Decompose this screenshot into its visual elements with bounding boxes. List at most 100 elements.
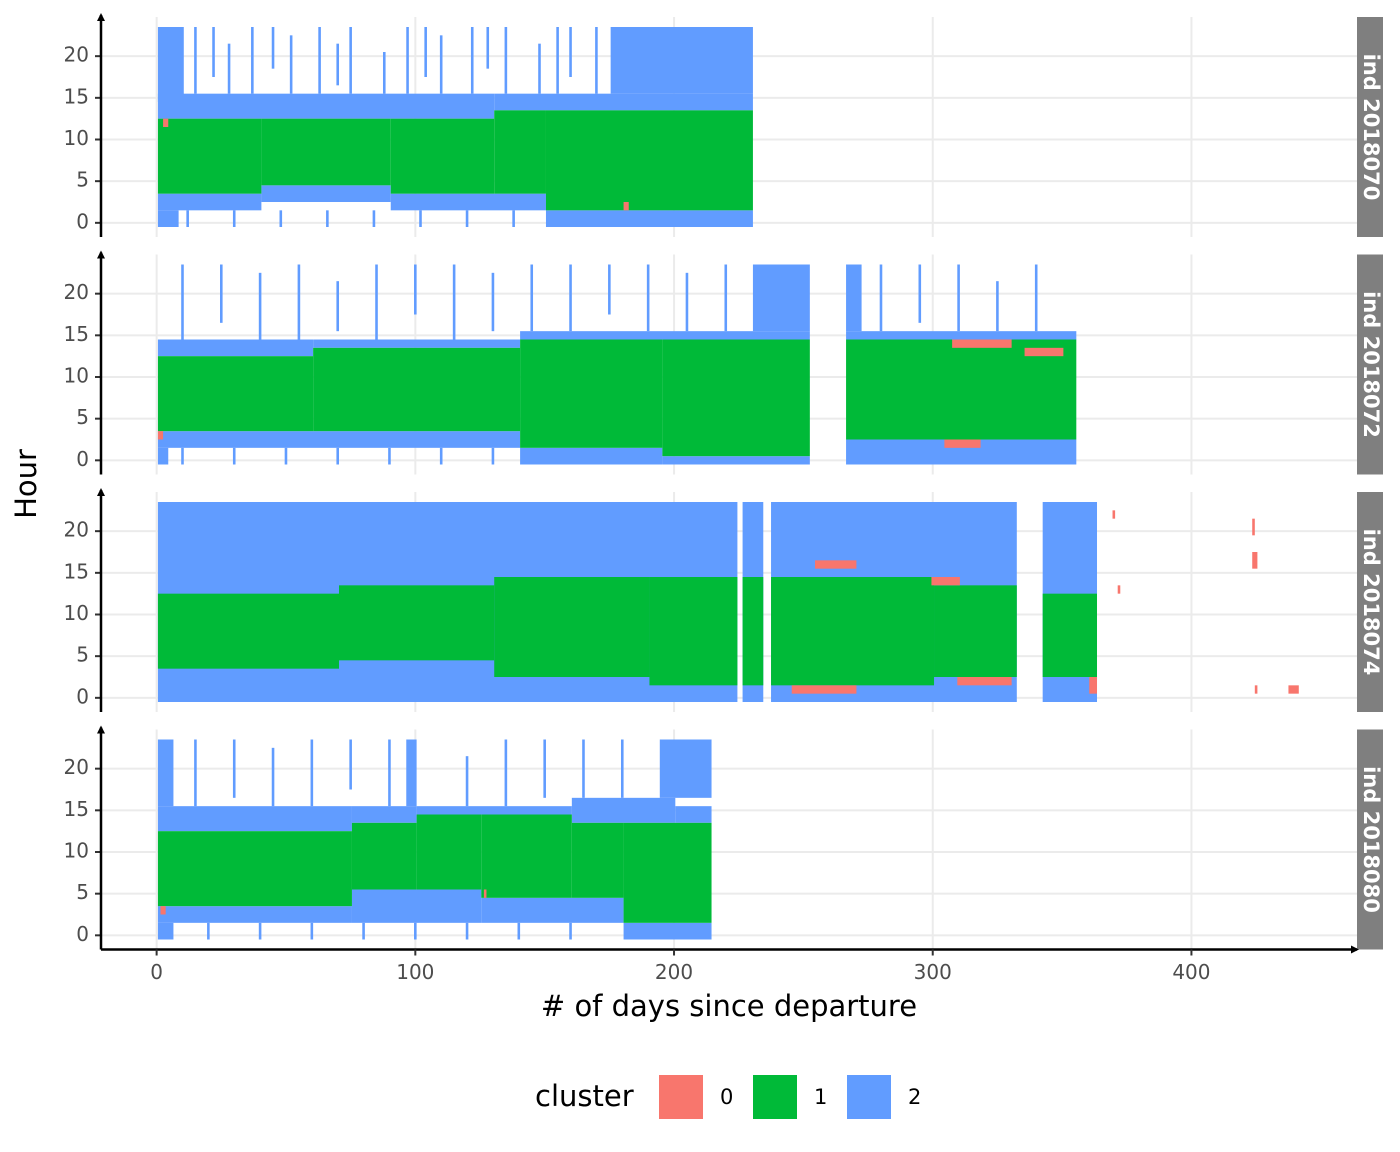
- tile: [569, 27, 572, 77]
- tile: [414, 922, 417, 940]
- tile: [662, 339, 810, 457]
- y-tick-label: 0: [76, 922, 89, 946]
- tile: [685, 272, 689, 332]
- tile: [530, 264, 534, 332]
- tile: [362, 922, 365, 940]
- tile: [934, 585, 1017, 677]
- tile: [289, 35, 293, 94]
- tile: [375, 264, 378, 340]
- tile: [649, 577, 738, 686]
- legend-key: [659, 1075, 703, 1119]
- tile: [271, 747, 275, 807]
- tile: [996, 281, 999, 332]
- tile: [390, 118, 495, 194]
- tile: [157, 431, 521, 448]
- tile: [931, 577, 960, 586]
- tile: [424, 27, 427, 77]
- tile: [846, 331, 1077, 340]
- x-tick-label: 300: [914, 960, 952, 984]
- facet-strip: [1357, 254, 1383, 475]
- tile: [571, 822, 624, 898]
- tile: [351, 822, 417, 890]
- tile: [918, 264, 922, 323]
- tile: [623, 922, 712, 940]
- y-tick-label: 10: [64, 601, 89, 625]
- tile: [157, 93, 495, 119]
- tile: [543, 739, 546, 798]
- tile: [486, 27, 490, 69]
- x-tick-label: 0: [150, 960, 163, 984]
- tile: [232, 739, 236, 798]
- tile: [157, 593, 340, 669]
- facet-strip: [1357, 17, 1383, 237]
- tile: [212, 27, 215, 77]
- tile: [349, 739, 352, 790]
- tile: [520, 339, 663, 448]
- tile: [791, 685, 857, 694]
- tile: [232, 210, 236, 227]
- tile: [157, 193, 262, 211]
- tile: [879, 264, 883, 332]
- tile: [623, 202, 629, 211]
- tile: [310, 922, 314, 940]
- tile: [752, 264, 810, 332]
- tile: [157, 922, 174, 940]
- tile: [157, 806, 352, 832]
- tile: [439, 35, 443, 94]
- tile: [538, 43, 541, 94]
- tile: [1024, 347, 1064, 357]
- tile: [1112, 510, 1116, 519]
- facet-strip: [1357, 729, 1383, 950]
- tile: [957, 264, 960, 332]
- tile: [351, 889, 482, 923]
- legend-title: cluster: [535, 1079, 634, 1113]
- y-tick-label: 10: [64, 126, 89, 150]
- tile: [520, 447, 663, 465]
- tile: [336, 43, 340, 86]
- y-tick-label: 15: [64, 559, 89, 583]
- tile: [569, 264, 572, 332]
- y-tick-label: 20: [64, 518, 89, 542]
- y-tick-label: 20: [64, 280, 89, 304]
- tile: [271, 27, 275, 69]
- tile: [494, 577, 650, 677]
- y-axis-title: Hour: [9, 449, 43, 519]
- tile: [157, 906, 352, 923]
- tile: [279, 210, 283, 227]
- tile: [194, 27, 197, 94]
- tile: [251, 27, 254, 94]
- tile: [452, 264, 456, 340]
- tile: [261, 118, 391, 186]
- tile: [512, 210, 515, 227]
- x-tick-label: 400: [1172, 960, 1210, 984]
- tile: [439, 447, 443, 465]
- legend-label: 1: [814, 1085, 827, 1109]
- tile: [646, 264, 650, 332]
- tile: [157, 210, 179, 227]
- tile: [160, 906, 166, 915]
- tile: [465, 210, 469, 227]
- tile: [504, 27, 508, 94]
- tile: [227, 43, 231, 94]
- tile: [318, 27, 321, 94]
- tile: [675, 806, 712, 823]
- tile: [771, 577, 935, 686]
- tile: [390, 193, 546, 211]
- tile: [517, 922, 521, 940]
- tile: [1042, 593, 1098, 677]
- tile: [620, 739, 624, 798]
- tile: [582, 739, 585, 798]
- tile: [349, 27, 352, 94]
- tile: [556, 27, 559, 94]
- legend-label: 2: [908, 1085, 921, 1109]
- tile: [351, 806, 417, 823]
- y-tick-label: 5: [76, 405, 89, 429]
- tile: [414, 264, 417, 315]
- y-tick-label: 15: [64, 322, 89, 346]
- tile: [846, 264, 862, 332]
- y-tick-label: 0: [76, 209, 89, 233]
- tile: [310, 739, 314, 807]
- facet-label: ind 2018070: [1359, 54, 1383, 201]
- tile: [157, 356, 314, 432]
